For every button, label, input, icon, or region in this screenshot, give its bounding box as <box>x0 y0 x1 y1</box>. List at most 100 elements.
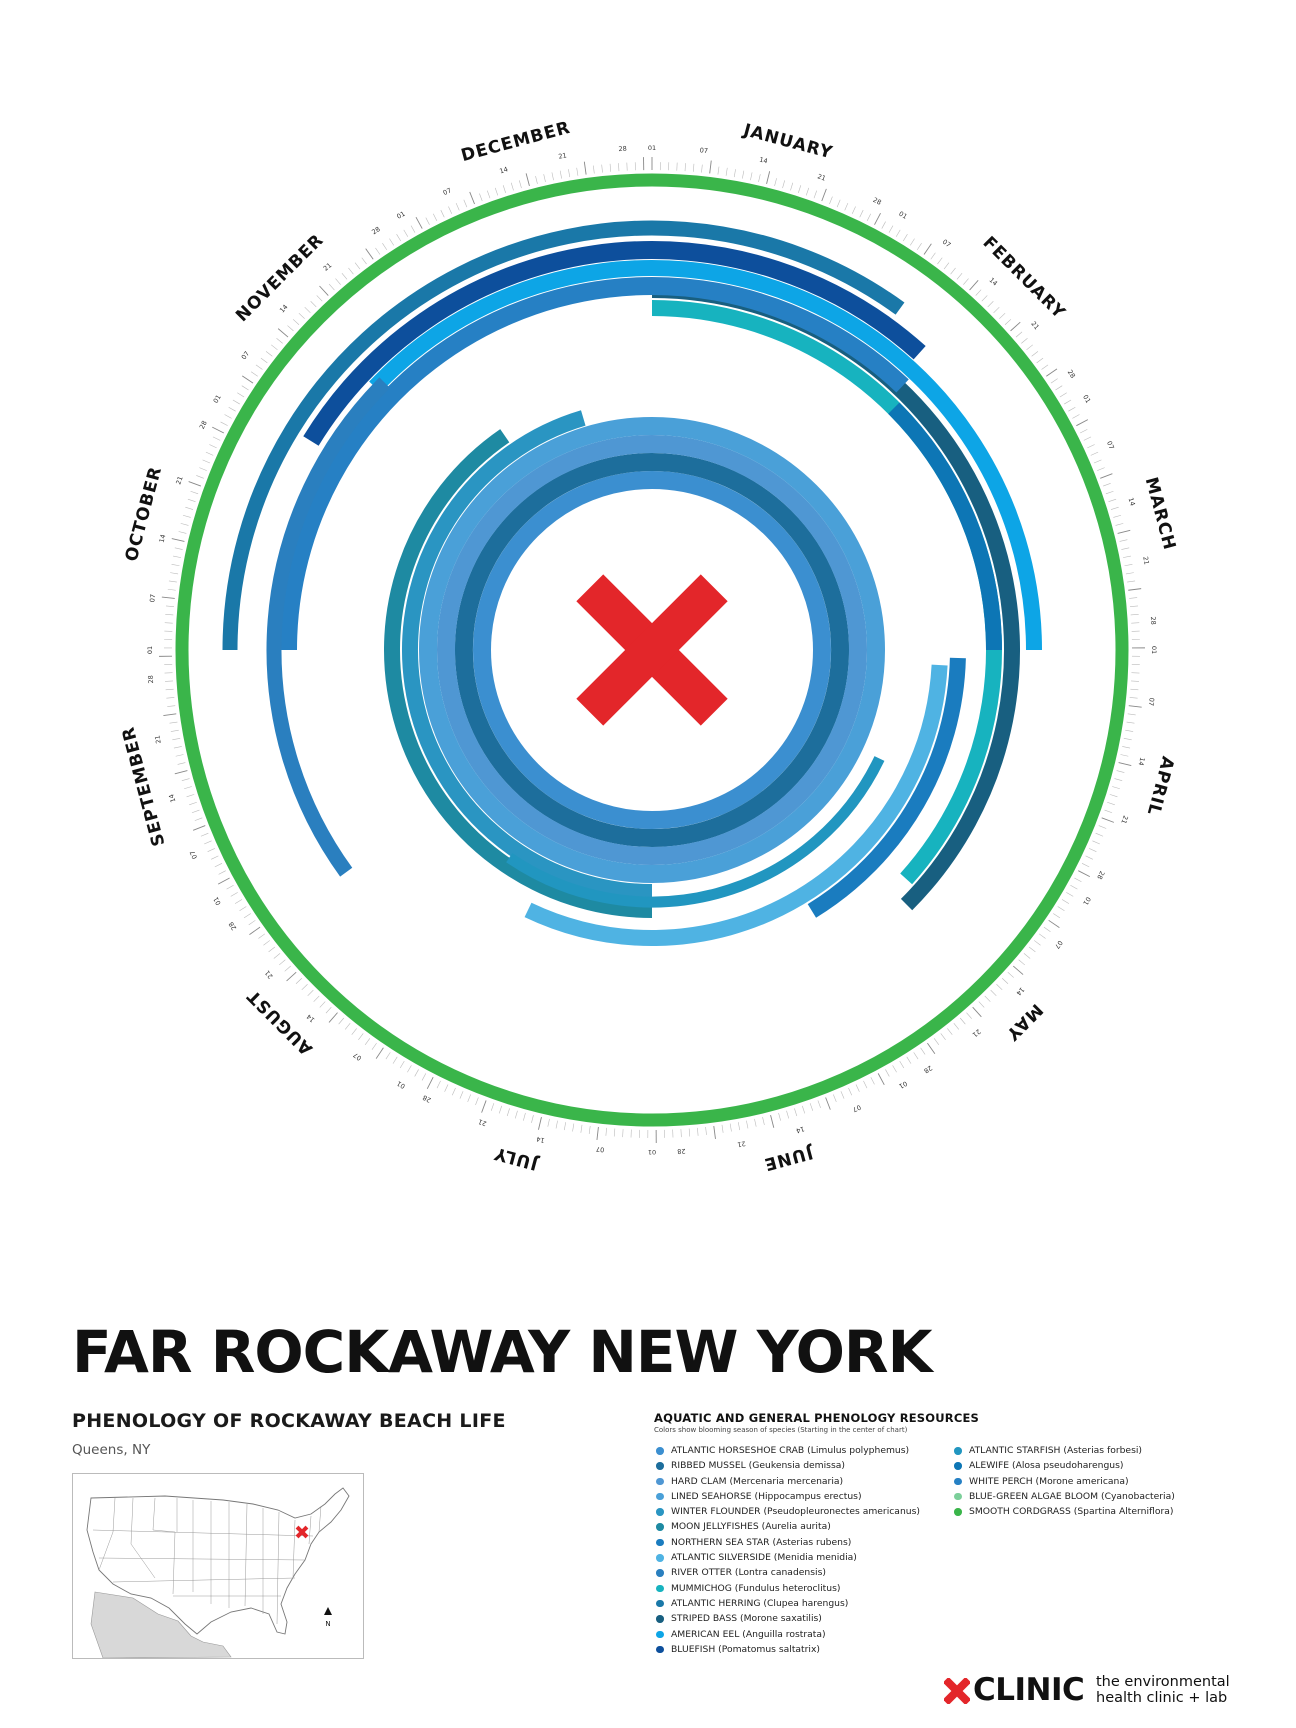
day-tick <box>189 801 197 806</box>
legend-label: SMOOTH CORDGRASS (Spartina Alterniflora) <box>969 1506 1174 1518</box>
day-tick <box>382 243 388 251</box>
day-tick <box>851 206 856 214</box>
day-tick <box>930 252 936 260</box>
day-tick <box>956 272 963 280</box>
day-tick <box>365 248 374 260</box>
day-tick <box>228 406 236 412</box>
legend-item: MOON JELLYFISHES (Aurelia aurita) <box>654 1519 920 1534</box>
day-tick <box>895 229 901 237</box>
day-tick <box>1036 357 1044 364</box>
day-tick-label: 21 <box>263 969 274 980</box>
day-tick-label: 21 <box>477 1117 487 1127</box>
day-tick <box>273 953 281 959</box>
day-tick <box>260 357 268 364</box>
month-label-april: APRIL <box>1143 754 1178 818</box>
day-tick-label: 14 <box>305 1012 317 1023</box>
day-tick <box>171 538 185 542</box>
day-tick <box>909 238 915 246</box>
day-tick-label: 28 <box>872 196 883 207</box>
day-tick <box>975 289 982 296</box>
day-tick <box>335 278 341 285</box>
day-tick <box>538 1116 542 1130</box>
day-tick <box>1038 933 1046 939</box>
location-marker-icon <box>295 1525 309 1539</box>
day-tick <box>163 713 177 717</box>
day-tick <box>194 817 203 821</box>
day-tick <box>414 1069 419 1077</box>
logo-tagline-line-1: the environmental <box>1096 1674 1230 1690</box>
month-label-june: JUNE <box>761 1142 815 1175</box>
logo-x-icon <box>944 1678 970 1704</box>
day-tick <box>440 209 445 218</box>
day-tick <box>1126 721 1135 724</box>
day-tick <box>279 959 286 966</box>
day-tick <box>407 1065 412 1073</box>
day-tick <box>1129 697 1138 699</box>
day-tick <box>596 1126 599 1140</box>
day-tick-label: 01 <box>1081 895 1092 906</box>
day-tick <box>166 697 175 699</box>
day-tick <box>436 1080 441 1089</box>
legend-swatch <box>656 1492 664 1501</box>
day-tick <box>230 892 238 897</box>
day-tick <box>809 1103 814 1111</box>
day-tick <box>1068 406 1076 412</box>
day-tick <box>184 786 192 790</box>
day-tick-label: 01 <box>395 1079 406 1090</box>
day-tick <box>165 688 174 691</box>
day-tick <box>426 1077 434 1089</box>
day-tick <box>729 1123 732 1132</box>
day-tick <box>551 172 554 181</box>
legend-label: MUMMICHOG (Fundulus heteroclitus) <box>671 1582 841 1594</box>
arc-american-eel <box>369 260 1042 651</box>
day-tick <box>966 1012 972 1019</box>
day-tick <box>170 729 179 732</box>
legend-swatch <box>954 1508 962 1516</box>
mexico-landmass <box>90 1591 232 1658</box>
day-tick <box>1128 705 1142 708</box>
day-tick-label: 21 <box>1141 556 1150 566</box>
legend-item: WINTER FLOUNDER (Pseudopleuronectes amer… <box>654 1504 920 1519</box>
legend-item: RIVER OTTER (Lontra canadensis) <box>654 1565 920 1580</box>
day-tick-ring: 01 07 14 21 28 01 07 14 21 28 01 07 14 21 28 01 07 14 21 28… <box>146 144 1158 1156</box>
month-label-december: DECEMBER <box>459 118 573 166</box>
arc-ribbed-mussel <box>455 453 849 848</box>
day-tick <box>848 1087 853 1096</box>
day-tick <box>899 1060 905 1069</box>
day-tick <box>1108 498 1117 502</box>
day-tick <box>448 206 453 214</box>
day-tick <box>191 809 200 814</box>
day-tick <box>255 364 263 370</box>
day-tick <box>328 283 335 291</box>
day-tick <box>525 173 530 187</box>
day-tick <box>1001 978 1009 984</box>
day-tick <box>737 1122 741 1131</box>
arc-moon-jellyfishes <box>384 429 653 918</box>
legend-column-1: ATLANTIC HORSESHOE CRAB (Limulus polyphe… <box>654 1443 920 1657</box>
day-tick <box>618 163 620 172</box>
legend-swatch <box>656 1447 664 1455</box>
day-tick <box>237 392 245 398</box>
legend-swatch <box>656 1584 664 1593</box>
day-tick <box>467 1094 471 1102</box>
day-tick <box>167 588 176 591</box>
day-tick <box>249 926 261 935</box>
legend-item: RIBBED MUSSEL (Geukensia demissa) <box>654 1458 920 1473</box>
day-tick <box>1048 919 1060 929</box>
day-tick <box>325 1006 332 1014</box>
day-tick <box>172 738 181 741</box>
day-tick <box>415 216 423 229</box>
day-tick <box>295 978 303 984</box>
day-tick-label: 01 <box>1150 646 1158 654</box>
day-tick <box>1059 392 1067 398</box>
day-tick <box>1130 688 1139 691</box>
day-tick <box>697 1127 699 1136</box>
day-tick <box>836 199 841 208</box>
day-tick <box>535 176 538 184</box>
legend-item: ATLANTIC SILVERSIDE (Menidia menidia) <box>654 1550 920 1565</box>
day-tick <box>186 794 195 798</box>
day-tick <box>389 238 395 246</box>
day-tick-label: 07 <box>699 146 708 155</box>
day-tick <box>358 1033 364 1040</box>
day-tick <box>874 212 881 225</box>
